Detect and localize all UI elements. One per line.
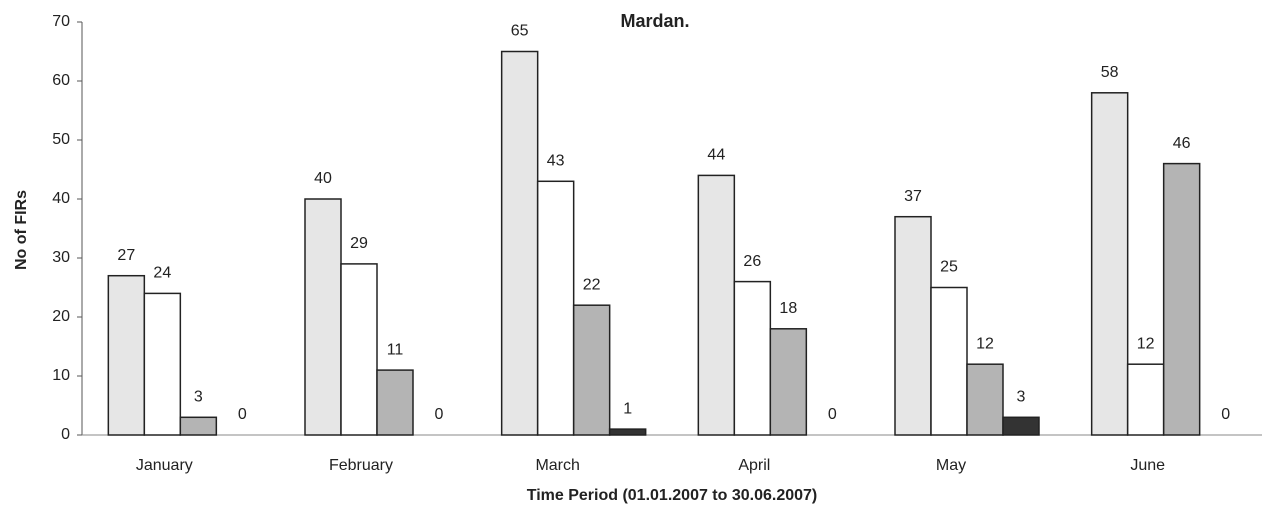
bar bbox=[1162, 162, 1201, 436]
y-tick-label: 40 bbox=[52, 190, 70, 207]
bar bbox=[1090, 92, 1129, 436]
x-tick-label: January bbox=[136, 457, 193, 474]
x-tick-label: June bbox=[1130, 457, 1165, 474]
bar bbox=[572, 304, 611, 436]
bar bbox=[894, 215, 932, 436]
bar bbox=[608, 428, 647, 436]
data-label: 11 bbox=[387, 341, 404, 358]
bar bbox=[966, 363, 1004, 436]
bar bbox=[179, 416, 218, 436]
data-label: 3 bbox=[1017, 389, 1026, 406]
bar bbox=[107, 274, 146, 436]
data-label: 58 bbox=[1101, 64, 1119, 81]
data-label: 24 bbox=[153, 265, 171, 282]
data-label: 25 bbox=[940, 259, 958, 276]
data-label: 0 bbox=[238, 406, 247, 423]
bar bbox=[769, 328, 808, 436]
data-label: 29 bbox=[350, 235, 368, 252]
x-tick-label: April bbox=[738, 457, 770, 474]
y-tick-label: 70 bbox=[52, 13, 70, 30]
y-tick-label: 0 bbox=[61, 426, 70, 443]
data-label: 40 bbox=[314, 170, 332, 187]
bar bbox=[376, 369, 414, 436]
data-label: 18 bbox=[779, 300, 797, 317]
bar bbox=[340, 263, 378, 436]
y-tick-label: 30 bbox=[52, 249, 70, 266]
data-label: 65 bbox=[511, 23, 529, 40]
data-label: 46 bbox=[1173, 135, 1191, 152]
data-label: 0 bbox=[435, 406, 444, 423]
data-label: 0 bbox=[1221, 406, 1230, 423]
bar bbox=[733, 280, 772, 436]
data-label: 27 bbox=[117, 247, 135, 264]
data-label: 1 bbox=[623, 400, 632, 417]
bar bbox=[697, 174, 736, 436]
data-label: 26 bbox=[743, 253, 761, 270]
bar bbox=[930, 286, 968, 436]
y-tick-label: 20 bbox=[52, 308, 70, 325]
data-label: 3 bbox=[194, 389, 203, 406]
data-label: 43 bbox=[547, 153, 565, 170]
bar bbox=[304, 198, 342, 436]
y-tick-label: 10 bbox=[52, 367, 70, 384]
data-label: 12 bbox=[1137, 335, 1155, 352]
y-tick-label: 60 bbox=[52, 72, 70, 89]
x-tick-label: February bbox=[329, 457, 393, 474]
x-axis-label: Time Period (01.01.2007 to 30.06.2007) bbox=[527, 487, 818, 504]
data-label: 12 bbox=[976, 335, 994, 352]
bar bbox=[1126, 363, 1165, 436]
bar bbox=[536, 180, 575, 436]
bar bbox=[1002, 416, 1040, 436]
bar bbox=[500, 50, 539, 436]
x-tick-label: May bbox=[936, 457, 966, 474]
bar bbox=[143, 292, 182, 436]
x-tick-label: March bbox=[535, 457, 579, 474]
y-tick-label: 50 bbox=[52, 131, 70, 148]
data-label: 22 bbox=[583, 276, 601, 293]
y-axis-label: No of FIRs bbox=[13, 190, 30, 270]
chart-title: Mardan. bbox=[620, 11, 689, 31]
data-label: 0 bbox=[828, 406, 837, 423]
data-label: 44 bbox=[707, 147, 725, 164]
data-label: 37 bbox=[904, 188, 922, 205]
